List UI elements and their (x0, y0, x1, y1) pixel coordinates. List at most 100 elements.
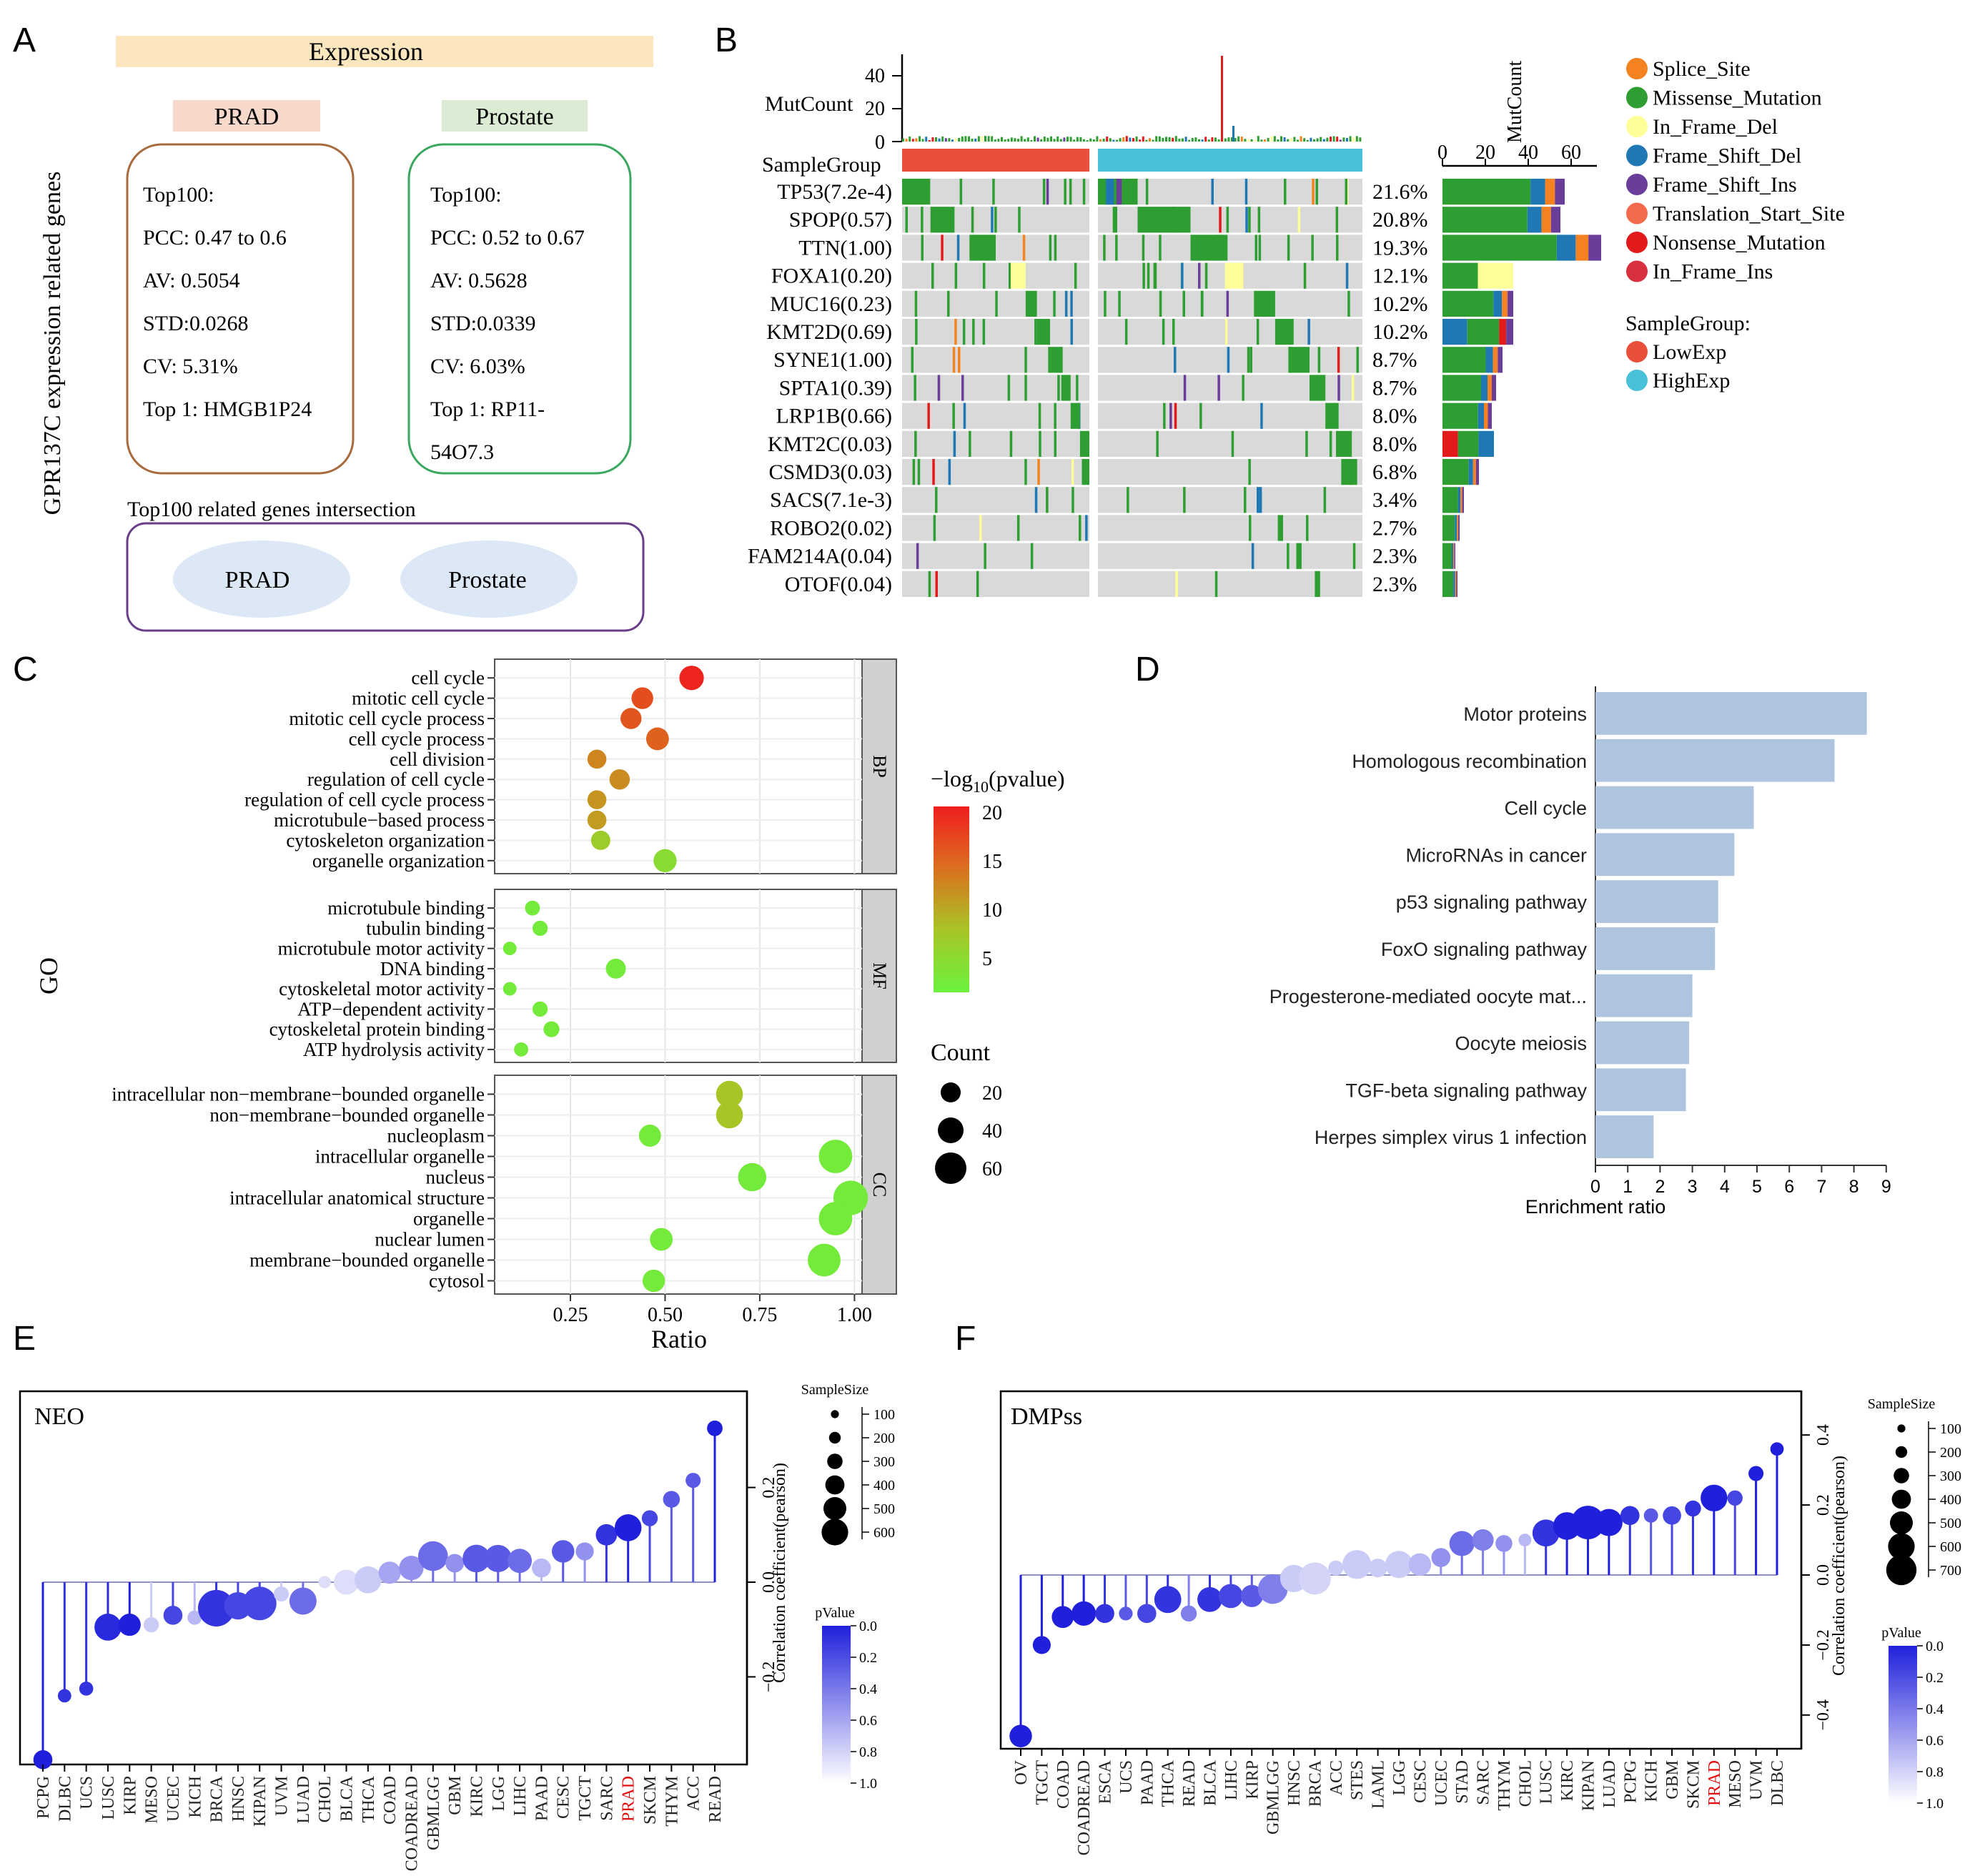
oncoplot-row-bg (902, 179, 1089, 205)
mutation-mark (984, 543, 986, 569)
go-facet-strip (861, 889, 897, 1063)
go-dot (543, 1021, 560, 1037)
oncoplot-row-bg (1098, 290, 1362, 317)
legend-label: Nonsense_Mutation (1653, 231, 1826, 255)
side-bar-segment (1458, 515, 1460, 541)
oncoplot-row-bg (1098, 234, 1362, 261)
go-dot (532, 1001, 548, 1017)
pvalue-label: 0.2 (1926, 1670, 1944, 1686)
x-tick-label: COAD (381, 1776, 400, 1825)
go-dot (620, 708, 642, 729)
mutation-mark (954, 262, 958, 289)
mutation-block (1288, 347, 1310, 373)
mutcount-bar (1237, 136, 1240, 142)
gene-percent: 8.7% (1372, 348, 1417, 372)
side-bar-segment (1508, 290, 1513, 317)
lollipop-dot (1119, 1606, 1133, 1621)
mutcount-bar (1182, 138, 1184, 142)
oncoplot-row-bg (1098, 515, 1362, 541)
legend-label: Splice_Site (1653, 57, 1751, 81)
x-tick-label: KIRP (1243, 1760, 1262, 1800)
go-term-label: cell division (390, 749, 485, 770)
go-term-label: regulation of cell cycle (307, 769, 485, 790)
mutcount-bar (1026, 137, 1029, 142)
mutcount-bar (1007, 139, 1010, 142)
mutation-mark (959, 179, 963, 205)
mutation-mark (952, 347, 956, 373)
mutcount-bar (1211, 137, 1214, 142)
mutation-mark (1142, 234, 1145, 261)
mutcount-bar (958, 137, 961, 142)
mutation-block (931, 207, 955, 233)
panel-label-f: F (955, 1320, 976, 1358)
x-tick-label: SKCM (1684, 1760, 1703, 1809)
y-tick-label: 0.0 (1814, 1564, 1833, 1586)
c-size-tick: 60 (982, 1158, 1002, 1180)
lollipop-dot (378, 1561, 401, 1584)
panel-e: NEO 0.2 0.0 −0.2 PCPG DLBC UCS LUSC KIRP MESO UCE… (19, 1382, 895, 1871)
mutation-mark (915, 319, 918, 345)
mutation-mark (1254, 234, 1257, 261)
mutation-block (1190, 234, 1228, 261)
mutcount-bar (1257, 136, 1259, 142)
prostate-title: Prostate (475, 104, 554, 130)
y-tick-label: 0.0 (760, 1571, 778, 1593)
mutcount-bar (1086, 140, 1089, 142)
mutation-block (1257, 487, 1262, 513)
mutation-mark (927, 403, 930, 429)
mutation-mark (932, 459, 935, 485)
go-term-label: DNA binding (380, 958, 485, 979)
mutation-mark (1312, 179, 1315, 205)
mutcount-bar (1059, 139, 1062, 142)
mutcount-bar (1303, 138, 1306, 142)
expression-header-box (116, 36, 653, 67)
side-bar-segment (1478, 262, 1513, 289)
x-tick-label: LGG (490, 1776, 508, 1811)
x-tick-label: LGG (1390, 1760, 1409, 1795)
mutcount-bar (944, 138, 947, 142)
go-dot (514, 1042, 529, 1057)
x-tick-label: THCA (1159, 1759, 1178, 1807)
mutcount-bar (1152, 139, 1154, 142)
go-facet-panel (494, 1075, 863, 1295)
mutcount-bar (938, 138, 941, 142)
size-legend-label: 700 (1940, 1563, 1961, 1579)
lollipop-dot (334, 1569, 359, 1595)
mutcount-bar (994, 139, 996, 142)
mutcount-bar (1320, 137, 1322, 142)
x-tick-label: MESO (143, 1776, 162, 1824)
go-dot (532, 920, 548, 937)
mutcount-tick: 20 (865, 98, 885, 120)
oncoplot-row-bg (1098, 319, 1362, 345)
gene-label: ROBO2(0.02) (770, 516, 892, 540)
mutation-mark (1226, 290, 1229, 317)
go-x-tick-label: 0.25 (553, 1304, 588, 1326)
x-tick-label: STAD (1453, 1760, 1472, 1804)
mutation-mark (1245, 207, 1248, 233)
samplegroup-label: SampleGroup (762, 153, 881, 177)
lollipop-dot (289, 1587, 317, 1615)
x-tick-label: GBM (446, 1776, 465, 1815)
side-bar-segment (1456, 571, 1457, 597)
mutation-block (969, 234, 996, 261)
mutcount-bar (1194, 137, 1197, 142)
size-legend-dot (827, 1453, 843, 1469)
prostate-stat-line: CV: 6.03% (430, 355, 525, 378)
x-tick-label: GBMLGG (425, 1776, 443, 1850)
mutation-mark (1034, 319, 1037, 345)
mutcount-bar (1020, 136, 1023, 142)
mutcount-bar (1260, 139, 1263, 142)
go-dot (631, 687, 653, 709)
mutation-mark (1336, 234, 1339, 261)
c-colorbar-tick: 5 (982, 948, 992, 970)
x-tick-label: CESC (555, 1776, 573, 1819)
side-bar-segment (1442, 430, 1458, 457)
mutation-mark (1016, 515, 1020, 541)
x-tick-label: SARC (598, 1776, 616, 1821)
mutcount-bar (931, 137, 934, 142)
go-term-label: membrane−bounded organelle (249, 1250, 485, 1271)
gene-label: FOXA1(0.20) (771, 265, 892, 288)
mutation-mark (1287, 234, 1290, 261)
x-tick-label: DLBC (1768, 1760, 1787, 1806)
mutation-mark (1311, 234, 1314, 261)
